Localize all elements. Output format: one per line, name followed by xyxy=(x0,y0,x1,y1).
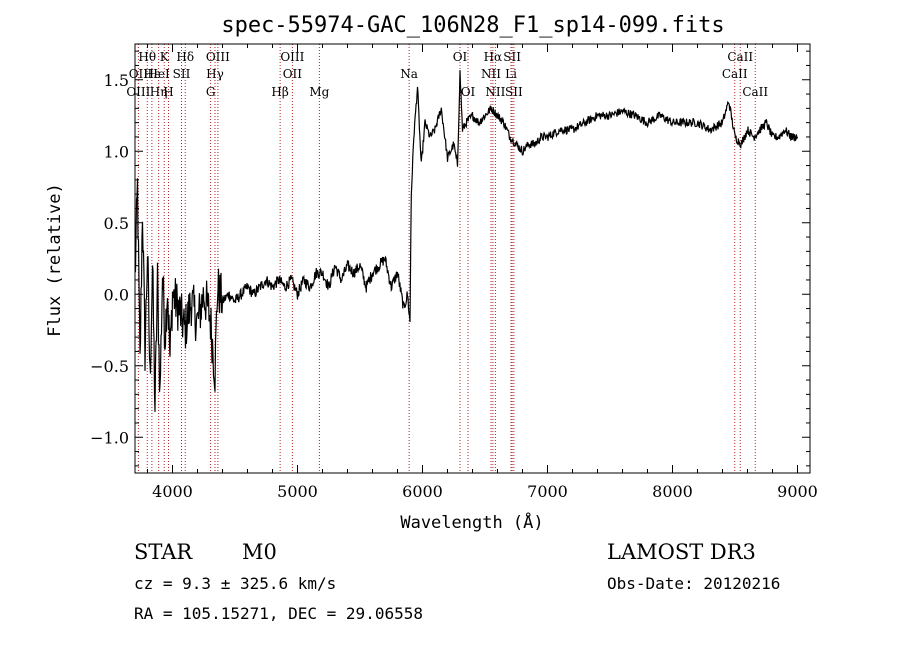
emission-line-label: CaII xyxy=(742,85,768,99)
chart-title: spec-55974-GAC_106N28_F1_sp14-099.fits xyxy=(221,13,724,38)
x-axis-label: Wavelength (Å) xyxy=(400,511,543,533)
survey-name: LAMOST DR3 xyxy=(607,540,756,564)
emission-line-label: Hδ xyxy=(176,50,194,64)
emission-line-label: CaII xyxy=(722,67,748,81)
emission-line-label: SII xyxy=(503,50,521,64)
plot-frame xyxy=(134,43,811,474)
emission-line-label: K xyxy=(160,50,170,64)
emission-line-label: OIII xyxy=(126,85,150,99)
x-tick-label: 5000 xyxy=(277,482,318,501)
emission-line-label: OIII xyxy=(206,50,230,64)
emission-line-markers xyxy=(137,44,756,473)
y-axis: −1.0 −0.5 0.0 0.5 1.0 1.5 xyxy=(90,50,810,467)
emission-line-label: SII xyxy=(173,67,191,81)
emission-line-label: OI xyxy=(453,50,468,64)
emission-line-label: HeI xyxy=(147,67,170,81)
emission-line-label: Hγ xyxy=(206,67,224,81)
emission-line-label: Hα xyxy=(484,50,503,64)
y-tick-label: 1.0 xyxy=(104,142,129,161)
emission-line-label: OIII xyxy=(280,50,304,64)
emission-line-label: Hε xyxy=(144,67,161,81)
y-tick-label: 0.5 xyxy=(104,214,129,233)
y-axis-label: Flux (relative) xyxy=(45,183,65,337)
x-tick-label: 4000 xyxy=(152,482,193,501)
x-tick-label: 6000 xyxy=(402,482,443,501)
obs-date: Obs-Date: 20120216 xyxy=(607,574,781,593)
redshift-readout: cz = 9.3 ± 325.6 km/s xyxy=(134,574,337,593)
emission-line-label: Na xyxy=(400,67,418,81)
emission-line-label: CaII xyxy=(727,50,753,64)
emission-line-label: NII xyxy=(481,67,501,81)
y-tick-label: −0.5 xyxy=(90,357,129,376)
x-tick-label: 8000 xyxy=(652,482,693,501)
emission-line-label: SII xyxy=(505,85,523,99)
x-axis: 4000 5000 6000 7000 8000 9000 xyxy=(147,44,818,501)
emission-line-label: Li xyxy=(505,67,517,81)
emission-line-label: Hθ xyxy=(138,50,156,64)
emission-line-label: OI xyxy=(461,85,476,99)
x-tick-label: 7000 xyxy=(527,482,568,501)
subclass: M0 xyxy=(242,540,277,564)
emission-line-label: Hβ xyxy=(271,85,288,99)
spectrum-line xyxy=(134,70,799,412)
y-tick-label: −1.0 xyxy=(90,428,129,447)
emission-line-label: OII xyxy=(129,67,149,81)
emission-line-label: NII xyxy=(485,85,505,99)
coordinates: RA = 105.15271, DEC = 29.06558 xyxy=(134,604,423,623)
emission-line-label: Hη xyxy=(150,85,168,99)
emission-line-label: Mg xyxy=(309,85,329,99)
emission-line-label: OII xyxy=(283,67,303,81)
y-tick-label: 1.5 xyxy=(104,71,129,90)
emission-line-label: H xyxy=(163,85,173,99)
emission-line-label: G xyxy=(206,85,216,99)
x-tick-label: 9000 xyxy=(777,482,818,501)
y-tick-label: 0.0 xyxy=(104,285,129,304)
object-class: STAR xyxy=(134,540,193,564)
